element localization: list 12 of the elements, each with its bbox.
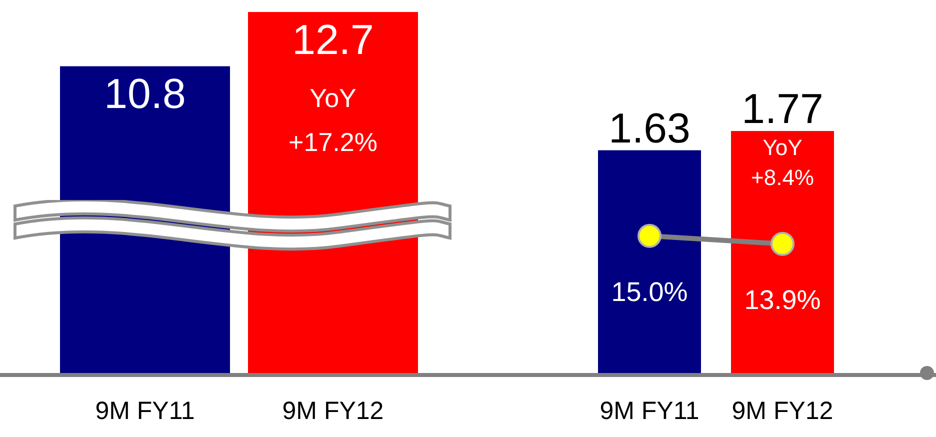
data-label: 10.8	[104, 70, 186, 118]
x-tick-label: 9M FY12	[732, 396, 834, 425]
x-tick-label: 9M FY12	[282, 396, 384, 425]
data-label: 1.63	[608, 104, 690, 152]
data-label: 1.77	[742, 85, 824, 132]
x-tick-label: 9M FY11	[95, 396, 195, 425]
annotation: YoY +8.4%	[751, 135, 814, 190]
data-label: 12.7	[292, 16, 374, 63]
annotation: YoY +17.2%	[288, 83, 378, 157]
data-label: 15.0%	[611, 276, 688, 307]
x-tick-label: 9M FY11	[600, 396, 700, 425]
data-label: 13.9%	[744, 284, 821, 315]
